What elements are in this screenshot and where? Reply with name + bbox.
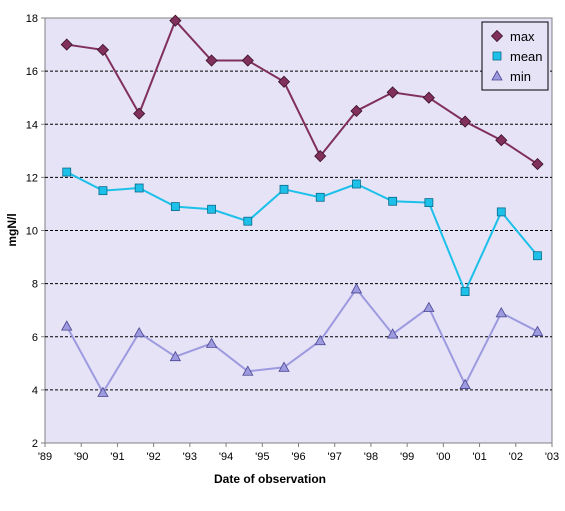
y-tick-label: 14 [26,119,38,131]
data-point-min [531,325,544,336]
legend-marker-max [490,29,504,43]
series-line-mean [66,171,539,295]
x-axis-title: Date of observation [214,472,326,486]
data-point-max [205,54,218,67]
data-point-min [495,307,507,318]
y-tick-label: 2 [32,438,38,450]
data-point-mean [496,207,506,217]
data-point-max [386,86,399,99]
data-point-min [423,301,435,312]
data-point-max [314,150,327,163]
legend-label-mean: mean [510,49,543,64]
series-line-max [66,18,539,165]
data-point-max [422,91,435,104]
series-line-min [65,287,538,395]
data-point-max [459,115,472,128]
y-tick-label: 12 [26,172,38,184]
series-markers [60,14,544,397]
x-tick-label: '91 [110,451,124,463]
data-point-mean [352,179,361,189]
data-point-mean [62,167,72,177]
data-point-mean [279,184,289,194]
data-point-mean [243,216,253,226]
legend-marker-mean [492,51,502,61]
data-point-mean [533,251,542,261]
legend-label-max: max [510,29,535,44]
data-point-mean [98,186,108,196]
x-tick-label: '96 [291,451,305,463]
data-point-min [459,378,471,389]
y-tick-label: 16 [26,66,38,78]
data-point-mean [315,192,325,202]
legend-marker-min [491,70,503,81]
data-point-min [278,361,290,372]
x-tick-label: '94 [219,451,233,463]
data-point-max [531,158,544,171]
data-point-max [241,54,254,67]
data-point-min [61,320,73,331]
x-tick-label: '01 [472,451,486,463]
x-tick-label: '89 [38,451,52,463]
data-point-mean [424,198,434,208]
data-point-mean [170,202,180,211]
data-point-max [133,107,146,120]
x-tick-label: '03 [545,451,559,463]
y-tick-label: 4 [32,385,38,397]
data-point-min [242,365,254,376]
x-tick-label: '95 [255,451,269,463]
x-tick-label: '97 [328,451,342,463]
y-tick-label: 6 [32,332,38,344]
data-point-min [97,386,109,397]
data-point-min [205,337,218,348]
data-point-max [350,104,363,118]
axes [41,17,553,447]
x-tick-label: '00 [436,451,450,463]
data-point-min [169,350,182,362]
x-tick-label: '92 [146,451,160,463]
data-point-mean [460,287,470,296]
legend-label-min: min [510,69,531,84]
y-tick-label: 18 [26,13,38,25]
data-point-min [314,334,326,346]
data-point-min [386,328,399,339]
x-tick-labels: '89 '90 '91 '92 '93 '94 '95 '96 '97 '98 '99 '00 '01 '… [38,451,559,463]
x-tick-label: '98 [364,451,378,463]
data-point-mean [207,204,216,214]
x-tick-label: '90 [74,451,88,463]
data-point-min [350,283,363,294]
data-point-max [60,38,73,51]
y-tick-label: 8 [32,279,38,291]
data-point-mean [134,183,144,193]
data-point-mean [388,196,398,206]
data-point-max [96,43,110,56]
y-tick-labels: 2 4 6 8 10 12 14 16 18 [26,13,38,450]
legend: max mean min [481,21,549,91]
y-axis-title: mgN/l [5,213,19,246]
x-tick-label: '02 [509,451,523,463]
data-point-min [133,326,145,338]
data-point-max [169,14,182,27]
y-tick-label: 10 [26,226,38,238]
data-point-max [495,134,508,147]
x-tick-label: '93 [183,451,197,463]
x-tick-label: '99 [400,451,414,463]
series-lines [65,18,539,395]
data-point-max [277,75,291,88]
